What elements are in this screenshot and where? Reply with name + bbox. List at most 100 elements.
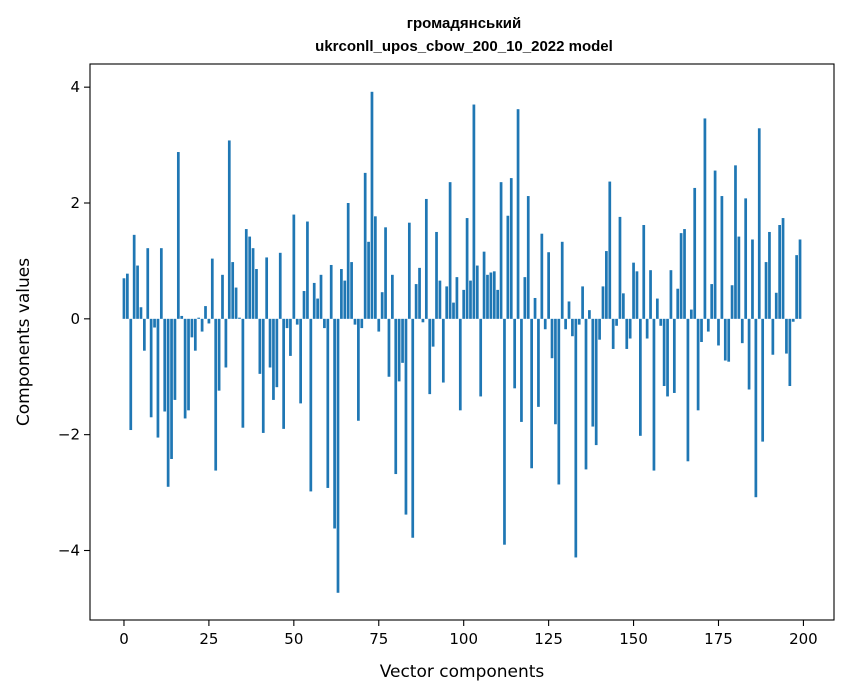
bar (689, 309, 693, 319)
bar (163, 318, 167, 412)
bar (353, 318, 357, 325)
bar (316, 298, 319, 319)
bar (319, 274, 323, 319)
bar (367, 241, 370, 319)
bar (149, 318, 153, 418)
bar (520, 318, 523, 422)
x-tick-label: 75 (369, 630, 388, 648)
bar (628, 318, 632, 339)
bar (146, 248, 150, 319)
bar (244, 229, 248, 319)
bar (608, 181, 612, 319)
chart-title-line1: громадянський (407, 15, 521, 32)
bar (795, 255, 798, 319)
bar (190, 318, 194, 338)
bar (370, 91, 374, 319)
bar (255, 269, 258, 319)
bar (509, 178, 513, 319)
bar (265, 257, 269, 319)
bar (173, 318, 177, 400)
bar (768, 231, 771, 319)
bar (706, 318, 710, 332)
bar (458, 318, 462, 411)
bar (210, 258, 214, 319)
x-tick-label: 100 (449, 630, 478, 648)
bar (764, 262, 768, 319)
bar (357, 318, 360, 421)
bar (153, 318, 156, 328)
bar (187, 318, 190, 411)
bar (523, 277, 527, 319)
x-axis-ticks: 0 25 50 75 100 125 150 175 200 (119, 620, 818, 648)
bar (577, 318, 581, 325)
bar (676, 288, 680, 319)
x-tick-label: 50 (284, 630, 303, 648)
bar (407, 222, 411, 319)
plot-frame (89, 63, 835, 621)
bar (761, 318, 765, 442)
bar (771, 318, 775, 355)
bar (428, 318, 432, 395)
bar (649, 270, 652, 319)
bar (554, 318, 557, 425)
bar (672, 318, 676, 393)
bar (183, 318, 187, 419)
bar (248, 236, 252, 319)
bar (788, 318, 792, 387)
bar (683, 229, 686, 319)
bar (479, 318, 483, 397)
bar (547, 252, 550, 319)
bar (622, 293, 625, 319)
bar (394, 318, 398, 475)
bar (143, 318, 146, 351)
x-tick-label: 0 (119, 630, 129, 648)
chart-title-line2: ukrconll_upos_cbow_200_10_2022 model (315, 38, 613, 55)
bar (778, 225, 781, 319)
x-axis-label: Vector components (380, 662, 545, 682)
bar (360, 318, 364, 329)
bar (295, 318, 299, 325)
bar (292, 214, 296, 319)
bar (798, 239, 802, 319)
bar (397, 318, 401, 382)
bar (533, 297, 537, 319)
bar (193, 318, 197, 351)
bar (635, 271, 639, 319)
bar (598, 318, 601, 340)
bar (421, 318, 425, 323)
bar (166, 318, 170, 487)
bar (452, 302, 455, 319)
y-tick-label: −2 (58, 426, 80, 444)
bar (231, 262, 235, 319)
bar (431, 318, 435, 347)
bar (136, 265, 139, 319)
bar (384, 227, 387, 319)
bar (564, 318, 567, 330)
bar (411, 318, 415, 538)
bar (700, 318, 703, 342)
bar (126, 273, 129, 319)
bar (774, 292, 778, 319)
y-tick-label: 4 (70, 78, 80, 96)
bar (159, 248, 163, 319)
bar (530, 318, 533, 469)
bar (486, 274, 489, 319)
x-tick-label: 200 (789, 630, 818, 648)
bar (652, 318, 656, 471)
bar (615, 318, 618, 326)
bar (204, 306, 207, 319)
x-tick-label: 125 (534, 630, 563, 648)
bar (666, 318, 669, 397)
bar (363, 172, 367, 319)
bar (662, 318, 666, 387)
bar (679, 233, 683, 319)
bar (645, 318, 649, 339)
bar (346, 203, 350, 319)
bar (601, 286, 605, 319)
bar (713, 170, 717, 319)
bar (710, 284, 714, 319)
bar (584, 318, 588, 470)
bar (350, 262, 353, 319)
bar (693, 187, 697, 319)
